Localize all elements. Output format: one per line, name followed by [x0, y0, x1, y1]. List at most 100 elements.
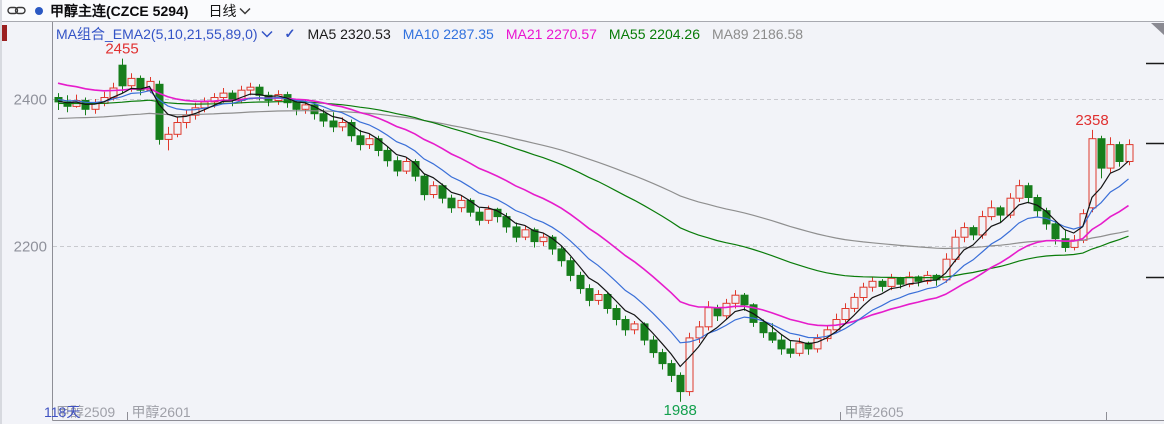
chevron-down-icon[interactable] — [239, 7, 251, 15]
candle-body-down — [255, 86, 264, 96]
candle-body-down — [136, 77, 145, 91]
candle-body-up — [887, 277, 896, 287]
candle-body-up — [484, 208, 493, 221]
candle-body-up — [173, 122, 182, 135]
candle-body-up — [1015, 185, 1024, 199]
candle-body-down — [667, 363, 676, 376]
contract-label: 甲醇2605 — [845, 404, 904, 420]
candle-body-up — [521, 229, 530, 238]
candle-body-up — [859, 286, 868, 299]
y-axis-label: 2400 — [14, 92, 47, 109]
candle-body-down — [603, 294, 612, 309]
candle-body-down — [649, 339, 658, 354]
candle-body-up — [987, 207, 996, 218]
candle-body-up — [1006, 197, 1015, 216]
contract-label: 甲醇2601 — [132, 404, 191, 420]
candle-body-down — [914, 276, 923, 282]
ema-line-89 — [57, 110, 1129, 250]
indicator-visibility-check[interactable]: ✓ — [284, 26, 296, 41]
candle-body-down — [621, 319, 630, 331]
indicator-name-dropdown[interactable]: MA组合_EMA2(5,10,21,55,89,0) — [56, 24, 273, 44]
candle-body-up — [1088, 138, 1097, 209]
ema-line-55 — [57, 99, 1129, 279]
candle-body-down — [804, 342, 813, 350]
candle-body-up — [210, 97, 219, 103]
price-annotation: 2455 — [105, 41, 138, 58]
candle-body-down — [969, 227, 978, 236]
candle-body-down — [768, 332, 777, 341]
candle-body-down — [512, 226, 521, 238]
candle-body-down — [996, 207, 1005, 216]
instrument-title: 甲醇主连(CZCE 5294) — [50, 2, 189, 19]
candle-body-up — [402, 161, 411, 172]
candle-body-down — [777, 339, 786, 350]
ema-line-5 — [57, 85, 1129, 368]
chevron-down-icon — [261, 30, 273, 38]
candle-body-up — [868, 280, 877, 288]
ma89-readout: MA89 2186.58 — [711, 26, 804, 42]
title-bar: 甲醇主连(CZCE 5294) 日线 — [0, 0, 1164, 22]
candle-body-up — [365, 138, 374, 146]
candle-body-up — [731, 294, 740, 304]
candle-body-down — [658, 352, 667, 365]
candle-body-up — [539, 236, 548, 243]
candle-body-up — [630, 323, 639, 331]
candle-body-down — [63, 101, 72, 107]
candle-body-down — [759, 321, 768, 334]
window-left-edge — [0, 0, 2, 424]
candle-body-up — [795, 342, 804, 354]
candle-body-down — [1061, 238, 1070, 248]
candle-body-up — [301, 104, 310, 110]
candle-body-up — [429, 185, 438, 195]
ma21-readout: MA21 2270.57 — [505, 26, 597, 42]
candle-body-down — [393, 160, 402, 172]
candle-body-down — [1051, 223, 1060, 240]
candle-body-down — [557, 248, 566, 262]
candle-body-down — [612, 308, 621, 320]
ema-line-10 — [57, 90, 1129, 344]
price-annotation: 2358 — [1075, 112, 1108, 129]
ma55-readout: MA55 2204.26 — [608, 26, 700, 42]
candle-body-down — [292, 102, 301, 110]
candle-body-down — [1097, 138, 1106, 169]
candle-body-down — [374, 138, 383, 151]
candle-body-up — [960, 227, 969, 238]
candle-body-up — [704, 307, 713, 328]
candle-body-up — [942, 258, 951, 281]
candle-body-down — [1042, 210, 1051, 225]
candle-body-down — [447, 197, 456, 209]
candle-body-up — [923, 274, 932, 282]
candle-body-up — [695, 326, 704, 339]
candles-layer — [54, 58, 1134, 402]
candle-body-down — [566, 260, 575, 276]
candle-body-down — [548, 236, 557, 250]
candle-body-up — [1125, 144, 1134, 163]
candle-body-up — [850, 296, 859, 309]
candle-body-down — [475, 211, 484, 221]
candle-body-up — [685, 337, 694, 393]
price-annotation: 1988 — [664, 402, 697, 419]
candle-body-down — [878, 280, 887, 287]
days-count-label: 118天 — [44, 404, 80, 420]
candle-body-up — [146, 80, 155, 91]
candle-body-down — [585, 288, 594, 301]
chain-link-icon[interactable] — [7, 5, 26, 16]
left-red-marker — [0, 25, 7, 41]
candle-body-down — [713, 307, 722, 317]
candle-body-down — [438, 185, 447, 199]
candle-body-down — [786, 348, 795, 354]
candle-body-up — [594, 294, 603, 301]
candle-body-down — [576, 274, 585, 290]
candle-body-up — [841, 308, 850, 320]
instrument-dot — [35, 6, 43, 15]
period-selector[interactable]: 日线 — [208, 2, 237, 19]
candle-body-down — [329, 120, 338, 128]
corner-resize-triangle — [1151, 23, 1164, 35]
candle-body-up — [164, 133, 173, 140]
candle-body-down — [118, 64, 127, 87]
candle-body-down — [155, 83, 164, 140]
candle-body-up — [457, 199, 466, 209]
candle-body-up — [722, 302, 731, 317]
